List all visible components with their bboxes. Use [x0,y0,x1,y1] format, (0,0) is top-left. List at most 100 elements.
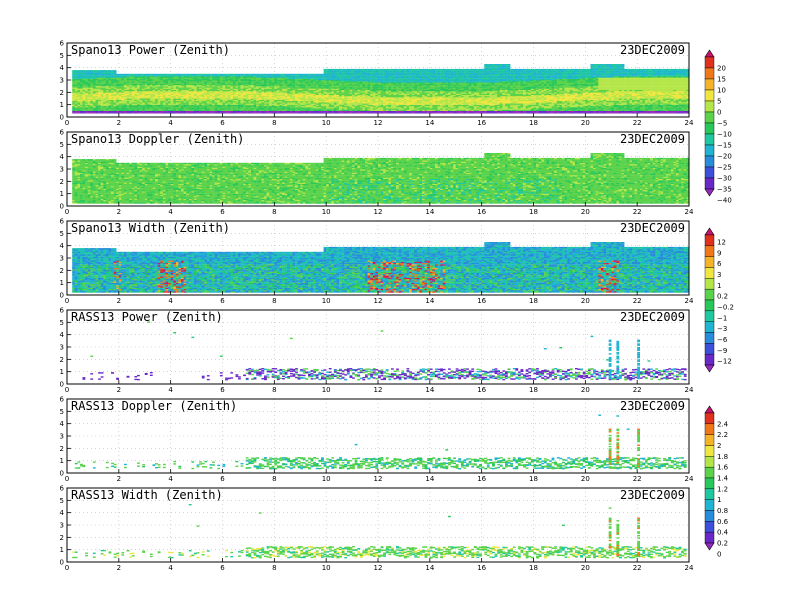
heatmap-cell [103,95,106,96]
heatmap-cell [339,96,342,97]
heatmap-cell [166,94,169,95]
heatmap-cell [197,75,200,76]
heatmap-cell [362,79,365,80]
heatmap-cell [194,89,197,90]
heatmap-cell [274,92,277,93]
heatmap-cell [378,91,381,92]
heatmap-cell [295,110,298,111]
heatmap-cell [386,81,389,82]
heatmap-cell [285,108,288,109]
heatmap-cell [274,94,277,95]
heatmap-cell [210,108,213,109]
heatmap-cell [339,107,342,108]
heatmap-cell [137,112,140,113]
heatmap-cell [150,111,153,112]
heatmap-cell [155,78,158,79]
heatmap-cell [145,87,148,88]
heatmap-cell [168,86,171,87]
heatmap-cell [72,101,75,102]
heatmap-cell [186,90,189,91]
heatmap-cell [339,97,342,98]
heatmap-cell [220,95,223,96]
heatmap-cell [313,99,316,100]
heatmap-cell [373,79,376,80]
heatmap-cell [114,94,117,95]
heatmap-cell [129,86,132,87]
heatmap-cell [202,94,205,95]
heatmap-cell [331,103,334,104]
heatmap-cell [383,81,386,82]
heatmap-cell [160,85,163,86]
heatmap-cell [210,105,213,106]
heatmap-cell [254,105,257,106]
heatmap-cell [168,107,171,108]
heatmap-cell [150,110,153,111]
heatmap-cell [318,84,321,85]
heatmap-cell [352,75,355,76]
heatmap-cell [129,80,132,81]
heatmap-cell [181,101,184,102]
heatmap-cell [329,80,332,81]
heatmap-cell [230,85,233,86]
heatmap-cell [230,108,233,109]
heatmap-cell [101,101,104,102]
heatmap-cell [350,111,353,112]
heatmap-cell [350,89,353,90]
heatmap-cell [121,92,124,93]
heatmap-cell [168,102,171,103]
heatmap-cell [127,85,130,86]
heatmap-cell [228,95,231,96]
heatmap-cell [331,81,334,82]
heatmap-cell [233,85,236,86]
heatmap-cell [223,76,226,77]
heatmap-cell [171,105,174,106]
heatmap-cell [248,87,251,88]
heatmap-cell [121,74,124,75]
heatmap-cell [96,95,99,96]
heatmap-cell [173,89,176,90]
heatmap-cell [153,106,156,107]
heatmap-cell [228,91,231,92]
heatmap-cell [121,102,124,103]
heatmap-cell [225,91,228,92]
heatmap-cell [365,96,368,97]
heatmap-cell [251,86,254,87]
heatmap-cell [90,106,93,107]
heatmap-cell [85,97,88,98]
heatmap-cell [251,91,254,92]
heatmap-cell [311,106,314,107]
heatmap-cell [228,96,231,97]
heatmap-cell [106,91,109,92]
heatmap-cell [83,111,86,112]
heatmap-cell [132,101,135,102]
heatmap-cell [134,100,137,101]
heatmap-cell [241,79,244,80]
heatmap-cell [75,85,78,86]
heatmap-cell [184,94,187,95]
heatmap-cell [129,92,132,93]
heatmap-cell [282,110,285,111]
heatmap-cell [106,105,109,106]
heatmap-cell [261,81,264,82]
heatmap-cell [378,101,381,102]
heatmap-cell [368,83,371,84]
heatmap-cell [360,96,363,97]
heatmap-cell [140,76,143,77]
heatmap-cell [280,110,283,111]
heatmap-cell [280,99,283,100]
heatmap-cell [352,70,355,71]
heatmap-cell [243,101,246,102]
heatmap-cell [77,108,80,109]
heatmap-cell [129,96,132,97]
heatmap-cell [155,108,158,109]
heatmap-cell [129,101,132,102]
heatmap-cell [362,97,365,98]
heatmap-cell [360,112,363,113]
heatmap-cell [85,107,88,108]
heatmap-cell [90,71,93,72]
heatmap-cell [75,89,78,90]
heatmap-cell [93,90,96,91]
heatmap-cell [383,70,386,71]
heatmap-cell [220,108,223,109]
heatmap-cell [77,96,80,97]
